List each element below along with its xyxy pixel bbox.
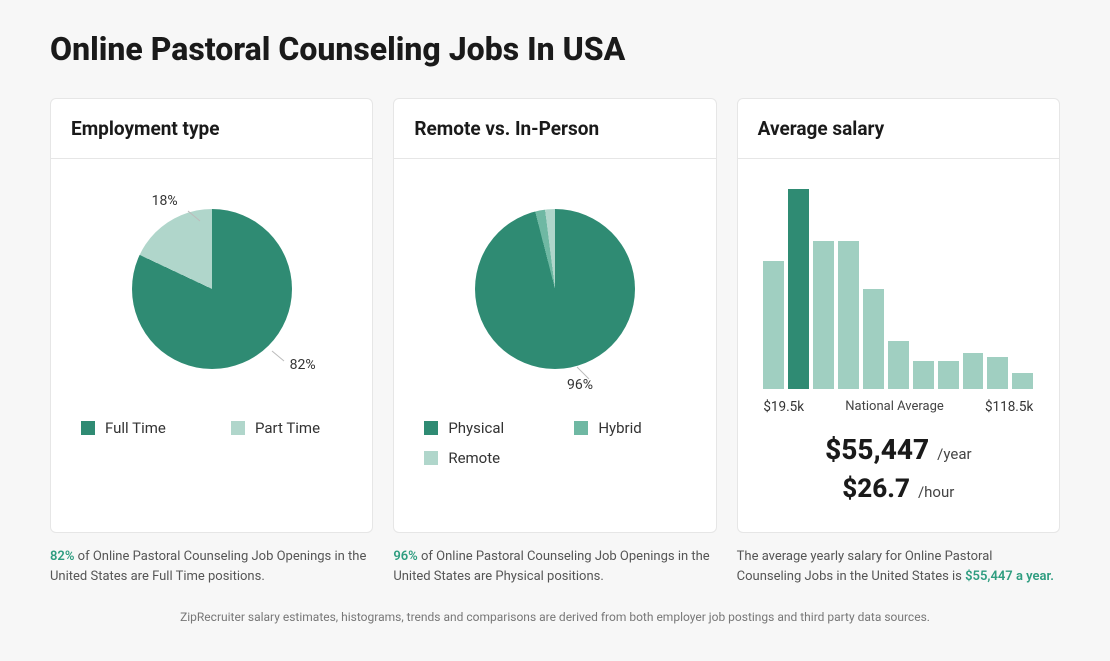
caption-pre: The average yearly salary for Online Pas… (737, 549, 993, 584)
card-title: Employment type (71, 117, 352, 140)
legend-label: Physical (448, 419, 504, 437)
card-header: Employment type (51, 99, 372, 159)
histogram-bar (913, 361, 934, 389)
legend-item: Physical (424, 419, 534, 437)
card-header: Average salary (738, 99, 1059, 159)
caption-salary: The average yearly salary for Online Pas… (737, 547, 1060, 586)
pie-chart: 18% 82% (72, 179, 352, 399)
pie-leader-lines (415, 179, 695, 399)
legend-item: Remote (424, 449, 534, 467)
card-body: $19.5k National Average $118.5k $55,447 … (738, 159, 1059, 532)
caption-highlight: 82% (50, 549, 74, 564)
captions-row: 82% of Online Pastoral Counseling Job Op… (10, 533, 1100, 586)
card-header: Remote vs. In-Person (394, 99, 715, 159)
legend: Full Time Part Time (71, 419, 352, 437)
legend-item: Hybrid (574, 419, 684, 437)
card-employment: Employment type 18% 82% Full Time Part Ti… (50, 98, 373, 533)
legend-label: Part Time (255, 419, 320, 437)
salary-yearly: $55,447 /year (758, 433, 1039, 466)
salary-hourly-unit: /hour (918, 483, 954, 501)
caption-remote: 96% of Online Pastoral Counseling Job Op… (393, 547, 716, 586)
legend-label: Full Time (105, 419, 166, 437)
pie-chart: 96% (415, 179, 695, 399)
legend-swatch (231, 421, 245, 435)
legend-swatch (81, 421, 95, 435)
legend-item: Part Time (231, 419, 341, 437)
histogram-bar (838, 241, 859, 389)
histogram-bar (888, 341, 909, 389)
histogram-bar (763, 261, 784, 389)
caption-highlight: 96% (393, 549, 417, 564)
histogram-x-axis: $19.5k National Average $118.5k (763, 399, 1033, 415)
histogram-bar (987, 357, 1008, 389)
legend: Physical Hybrid Remote (414, 419, 695, 467)
legend-label: Remote (448, 449, 500, 467)
caption-text: of Online Pastoral Counseling Job Openin… (393, 549, 709, 584)
legend-swatch (424, 421, 438, 435)
card-title: Average salary (758, 117, 1039, 140)
card-body: 18% 82% Full Time Part Time (51, 159, 372, 532)
histogram (763, 189, 1033, 389)
salary-yearly-unit: /year (937, 445, 971, 463)
page-title: Online Pastoral Counseling Jobs In USA (50, 30, 1100, 68)
caption-employment: 82% of Online Pastoral Counseling Job Op… (50, 547, 373, 586)
pie-label-main: 82% (290, 357, 316, 373)
legend-item: Full Time (81, 419, 191, 437)
pie-label-secondary: 18% (152, 193, 178, 209)
card-title: Remote vs. In-Person (414, 117, 695, 140)
caption-highlight: $55,447 a year. (965, 569, 1054, 584)
histogram-bar (863, 289, 884, 389)
card-body: 96% Physical Hybrid Remote (394, 159, 715, 532)
card-remote: Remote vs. In-Person 96% Physical Hybrid R… (393, 98, 716, 533)
histogram-bar (788, 189, 809, 389)
caption-text: of Online Pastoral Counseling Job Openin… (50, 549, 366, 584)
x-national-avg: National Average (845, 399, 944, 415)
salary-hourly-value: $26.7 (842, 474, 910, 504)
histogram-bar (963, 353, 984, 389)
legend-swatch (424, 451, 438, 465)
pie-label-main: 96% (567, 377, 593, 393)
legend-swatch (574, 421, 588, 435)
histogram-bar (938, 361, 959, 389)
page: Online Pastoral Counseling Jobs In USA E… (0, 0, 1110, 661)
histogram-bar (813, 241, 834, 389)
salary-stats: $55,447 /year $26.7 /hour (758, 433, 1039, 512)
x-min: $19.5k (763, 399, 804, 415)
histogram-bar (1012, 373, 1033, 389)
legend-label: Hybrid (598, 419, 641, 437)
salary-yearly-value: $55,447 (825, 433, 929, 466)
card-salary: Average salary $19.5k National Average $… (737, 98, 1060, 533)
x-max: $118.5k (985, 399, 1033, 415)
salary-hourly: $26.7 /hour (758, 474, 1039, 504)
footnote: ZipRecruiter salary estimates, histogram… (10, 610, 1100, 624)
cards-row: Employment type 18% 82% Full Time Part Ti… (10, 98, 1100, 533)
